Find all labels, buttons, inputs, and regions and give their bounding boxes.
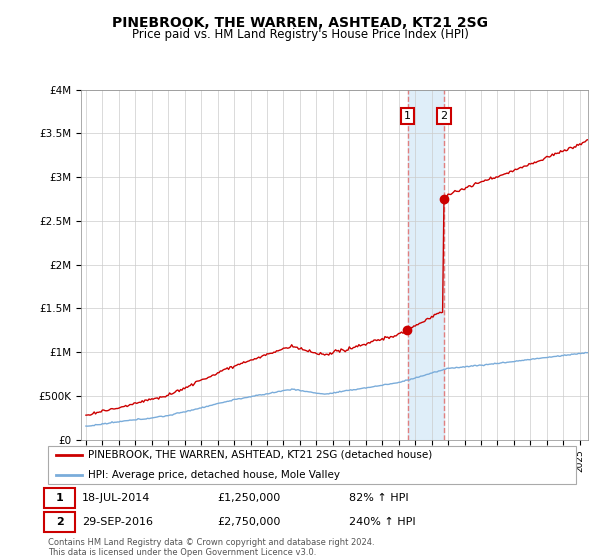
Text: HPI: Average price, detached house, Mole Valley: HPI: Average price, detached house, Mole… [88,470,340,480]
Text: PINEBROOK, THE WARREN, ASHTEAD, KT21 2SG: PINEBROOK, THE WARREN, ASHTEAD, KT21 2SG [112,16,488,30]
Text: £1,250,000: £1,250,000 [217,493,280,503]
Text: 1: 1 [404,111,411,121]
Text: PINEBROOK, THE WARREN, ASHTEAD, KT21 2SG (detached house): PINEBROOK, THE WARREN, ASHTEAD, KT21 2SG… [88,450,432,460]
Text: 240% ↑ HPI: 240% ↑ HPI [349,517,416,527]
FancyBboxPatch shape [44,512,75,532]
Text: 2: 2 [56,517,64,527]
Text: £2,750,000: £2,750,000 [217,517,280,527]
FancyBboxPatch shape [44,488,75,508]
Text: 29-SEP-2016: 29-SEP-2016 [82,517,154,527]
Text: Contains HM Land Registry data © Crown copyright and database right 2024.
This d: Contains HM Land Registry data © Crown c… [48,538,374,557]
FancyBboxPatch shape [48,446,576,484]
Text: 18-JUL-2014: 18-JUL-2014 [82,493,151,503]
Text: 2: 2 [440,111,448,121]
Text: 82% ↑ HPI: 82% ↑ HPI [349,493,409,503]
Text: Price paid vs. HM Land Registry's House Price Index (HPI): Price paid vs. HM Land Registry's House … [131,28,469,41]
Text: 1: 1 [56,493,64,503]
Bar [407,90,444,440]
